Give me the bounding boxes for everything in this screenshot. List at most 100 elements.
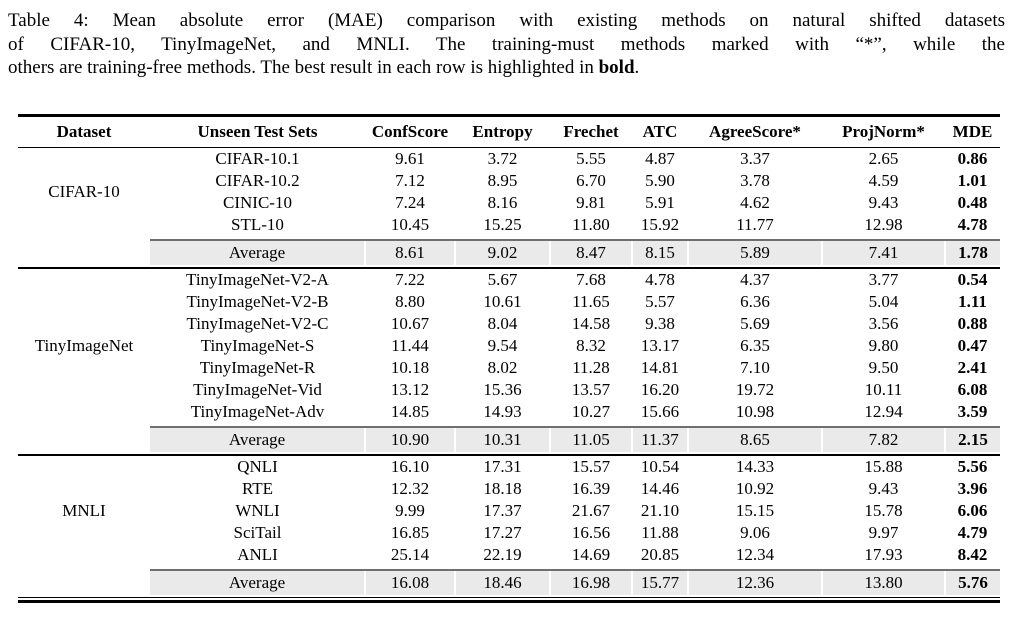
value-cell: 5.55: [576, 148, 606, 168]
average-value-cell: 13.80: [821, 570, 945, 595]
caption-line-1: Table 4: Mean absolute error (MAE) compa…: [8, 10, 1005, 31]
value-cell: 11.88: [641, 522, 679, 542]
value-cell: 9.80: [868, 335, 899, 355]
value-cell: 9.99: [395, 500, 425, 520]
test-set-cell: STL-10: [231, 214, 284, 234]
value-cell: 9.61: [395, 148, 425, 168]
value-cell: 10.61: [483, 291, 522, 311]
caption-line-3-period: .: [634, 57, 640, 78]
mde-value-cell: 0.48: [957, 192, 988, 212]
value-cell: 8.32: [576, 335, 606, 355]
value-cell: 20.85: [640, 544, 680, 564]
test-set-cell: CINIC-10: [223, 192, 292, 212]
value-cell: 7.22: [395, 269, 425, 289]
value-cell: 6.35: [740, 335, 770, 355]
average-left-blank: [18, 571, 150, 595]
test-set-cell: TinyImageNet-Adv: [190, 401, 325, 421]
average-label-cell: Average: [150, 240, 365, 265]
value-cell: 18.18: [483, 478, 522, 498]
test-set-cell: SciTail: [233, 522, 282, 542]
results-table: Dataset Unseen Test Sets ConfScore Entropy F…: [18, 113, 1000, 603]
average-label-cell: Average: [150, 427, 365, 452]
test-set-cell: TinyImageNet-Vid: [193, 379, 322, 399]
value-cell: 5.69: [740, 313, 770, 333]
average-value-cell: 16.98: [549, 570, 632, 595]
mde-value-cell: 0.54: [957, 269, 988, 289]
column-header-projnorm: ProjNorm*: [822, 113, 945, 148]
mde-value-cell: 6.08: [957, 379, 988, 399]
value-cell: 16.85: [390, 522, 430, 542]
value-cell: 14.46: [640, 478, 680, 498]
average-left-blank: [18, 241, 150, 265]
value-cell: 10.54: [640, 456, 680, 476]
value-cell: 11.28: [572, 357, 610, 377]
value-cell: 13.12: [390, 379, 430, 399]
table-row: RTE 12.32 18.18 16.39 14.46 10.92 9.43 3.96: [18, 478, 1000, 500]
value-cell: 7.12: [395, 170, 425, 190]
mde-value-cell: 4.79: [957, 522, 988, 542]
value-cell: 9.06: [740, 522, 770, 542]
cmid-row-row: [18, 238, 1000, 241]
table-body: CIFAR-10 CIFAR-10.1 9.61 3.72 5.55 4.87 3.37 2.…: [18, 147, 1000, 603]
average-value-cell: 11.37: [631, 427, 688, 452]
mde-value-cell: 4.78: [957, 214, 988, 234]
mde-value-cell: 5.56: [957, 456, 988, 476]
cmid-row-row: [18, 425, 1000, 428]
value-cell: 10.67: [390, 313, 430, 333]
table-header: Dataset Unseen Test Sets ConfScore Entropy F…: [18, 113, 1000, 148]
value-cell: 5.90: [645, 170, 675, 190]
partial-rule: [150, 425, 1000, 428]
value-cell: 5.04: [868, 291, 899, 311]
value-cell: 14.81: [640, 357, 680, 377]
thick-rule-row: [18, 600, 1000, 603]
value-cell: 10.11: [864, 379, 903, 399]
value-cell: 25.14: [390, 544, 430, 564]
average-value-cell: 7.41: [821, 240, 945, 265]
value-cell: 8.80: [395, 291, 425, 311]
value-cell: 11.65: [572, 291, 610, 311]
test-set-cell: CIFAR-10.1: [215, 148, 300, 168]
value-cell: 5.57: [645, 291, 675, 311]
value-cell: 6.70: [576, 170, 606, 190]
column-header-confscore: ConfScore: [365, 113, 455, 148]
average-value-cell: 11.05: [549, 427, 632, 452]
section-rule: [18, 453, 1000, 456]
average-value-cell: 8.65: [687, 427, 822, 452]
test-set-cell: TinyImageNet-S: [200, 335, 315, 355]
value-cell: 15.15: [735, 500, 775, 520]
test-set-cell: TinyImageNet-R: [199, 357, 316, 377]
average-value-cell: 16.08: [364, 570, 455, 595]
value-cell: 11.77: [736, 214, 774, 234]
table-row: STL-10 10.45 15.25 11.80 15.92 11.77 12.98 4.78: [18, 214, 1000, 236]
value-cell: 15.88: [864, 456, 903, 476]
table-row: TinyImageNet-V2-C 10.67 8.04 14.58 9.38 5.69 3…: [18, 313, 1000, 335]
value-cell: 12.94: [864, 401, 903, 421]
value-cell: 19.72: [735, 379, 775, 399]
value-cell: 3.56: [868, 313, 899, 333]
average-value-cell: 12.36: [687, 570, 822, 595]
value-cell: 21.10: [640, 500, 680, 520]
average-value-cell: 10.31: [454, 427, 550, 452]
value-cell: 8.95: [487, 170, 518, 190]
average-row: Average 16.08 18.46 16.98 15.77 12.36 13.80 5.7…: [18, 570, 1000, 595]
value-cell: 17.31: [483, 456, 522, 476]
value-cell: 22.19: [483, 544, 522, 564]
value-cell: 9.43: [868, 192, 899, 212]
value-cell: 4.78: [645, 269, 675, 289]
average-row: Average 8.61 9.02 8.47 8.15 5.89 7.41 1.78: [18, 240, 1000, 265]
value-cell: 21.67: [571, 500, 611, 520]
value-cell: 9.38: [645, 313, 675, 333]
value-cell: 17.93: [864, 544, 903, 564]
mde-value-cell: 1.11: [958, 291, 987, 311]
value-cell: 14.58: [571, 313, 611, 333]
black-rule-row: [18, 266, 1000, 269]
average-value-cell: 7.82: [821, 427, 945, 452]
test-set-cell: ANLI: [237, 544, 278, 564]
average-value-cell: 18.46: [454, 570, 550, 595]
average-value-cell: 10.90: [364, 427, 455, 452]
test-set-cell: TinyImageNet-V2-B: [186, 291, 329, 311]
value-cell: 10.18: [390, 357, 430, 377]
value-cell: 16.39: [571, 478, 611, 498]
value-cell: 6.36: [740, 291, 770, 311]
average-value-cell: 9.02: [454, 240, 550, 265]
